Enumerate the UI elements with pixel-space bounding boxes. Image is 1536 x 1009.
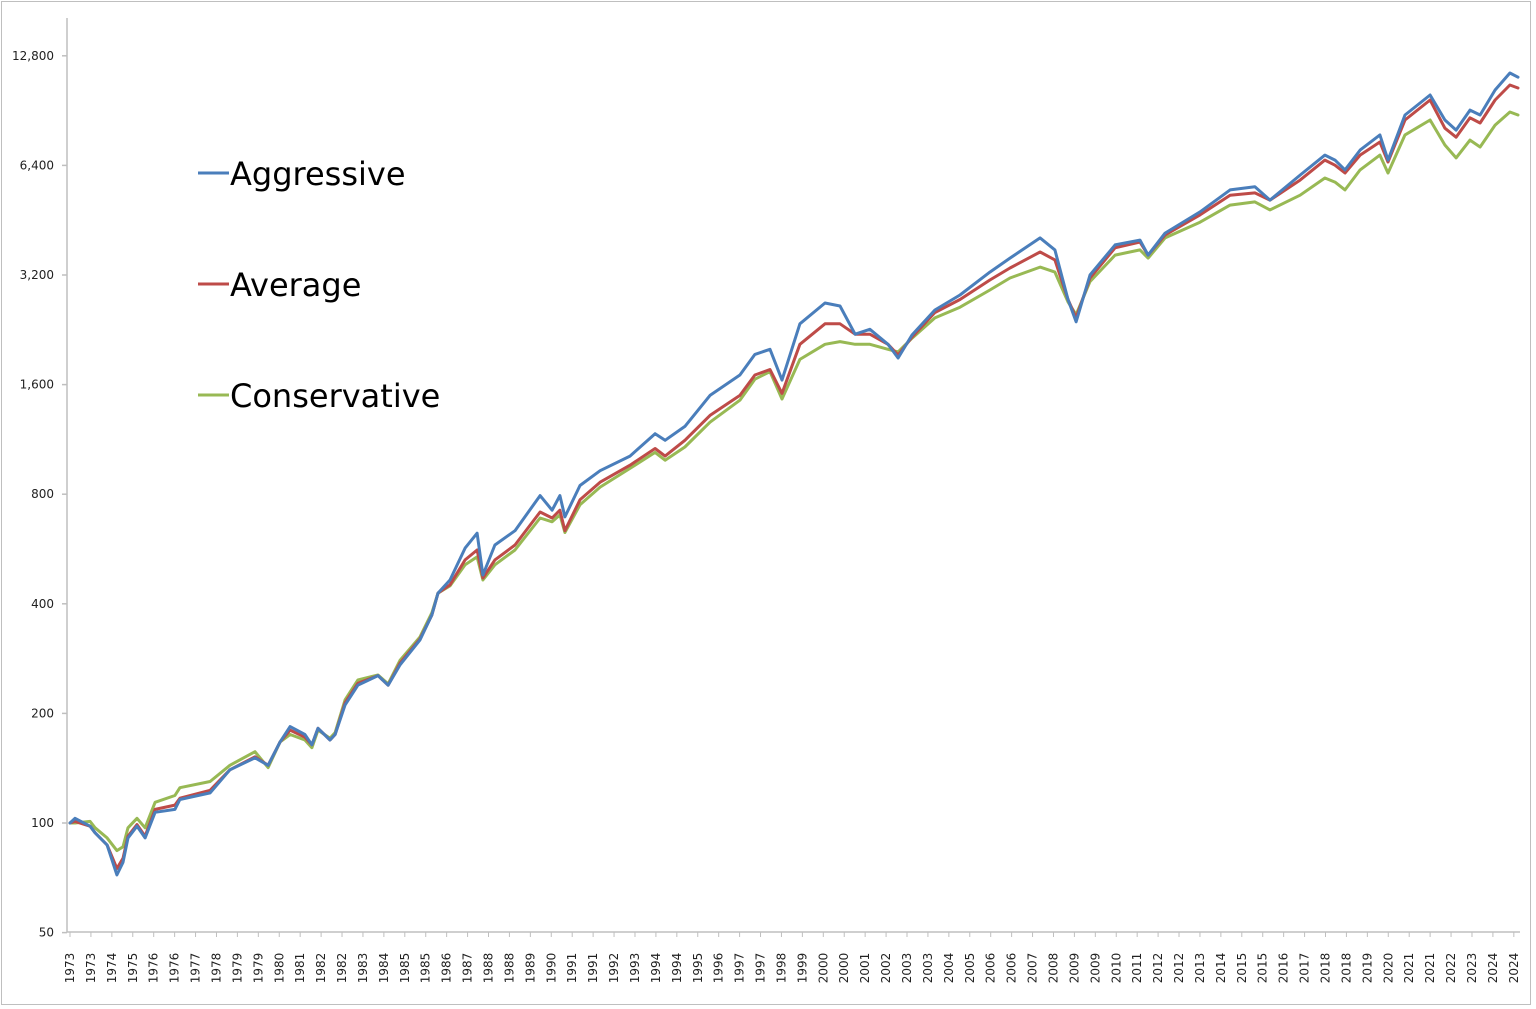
x-tick-label: 1993 — [628, 953, 642, 984]
y-axis-ticks: 50 100 200 400 800 1,600 3,200 6,400 12,800 — [12, 49, 67, 940]
series-line-average — [68, 83, 1520, 870]
series-lines — [68, 71, 1520, 877]
y-tick-label: 12,800 — [12, 49, 54, 63]
x-tick-label: 1994 — [649, 953, 663, 984]
x-tick-label: 2010 — [1109, 953, 1123, 984]
x-tick-label: 1991 — [565, 953, 579, 984]
legend: Aggressive Average Conservative — [198, 155, 440, 415]
x-tick-label: 1983 — [356, 953, 370, 984]
x-tick-label: 1981 — [293, 953, 307, 984]
x-tick-label: 2016 — [1277, 953, 1291, 984]
legend-label-conservative: Conservative — [230, 377, 440, 415]
x-tick-label: 2015 — [1256, 953, 1270, 984]
x-tick-label: 2009 — [1088, 953, 1102, 984]
x-tick-label: 2012 — [1172, 953, 1186, 984]
x-tick-label: 2007 — [1026, 953, 1040, 984]
x-tick-label: 2009 — [1067, 953, 1081, 984]
x-tick-label: 1976 — [147, 953, 161, 984]
x-tick-label: 1979 — [251, 953, 265, 984]
y-tick-label: 50 — [39, 926, 54, 940]
x-tick-label: 1973 — [63, 953, 77, 984]
x-tick-label: 2018 — [1339, 953, 1353, 984]
x-tick-label: 2004 — [942, 953, 956, 984]
x-tick-label: 2021 — [1402, 953, 1416, 984]
x-tick-label: 2008 — [1046, 953, 1060, 984]
x-tick-label: 1977 — [189, 953, 203, 984]
x-tick-label: 2013 — [1193, 953, 1207, 984]
x-tick-label: 2019 — [1360, 953, 1374, 984]
x-tick-label: 2003 — [900, 953, 914, 984]
x-tick-label: 1995 — [691, 953, 705, 984]
x-tick-label: 1997 — [733, 953, 747, 984]
y-tick-label: 200 — [31, 706, 54, 720]
x-tick-label: 2024 — [1507, 953, 1521, 984]
x-tick-label: 1985 — [419, 953, 433, 984]
x-tick-label: 1999 — [795, 953, 809, 984]
legend-label-aggressive: Aggressive — [230, 155, 406, 193]
x-tick-label: 1985 — [398, 953, 412, 984]
x-tick-label: 1987 — [461, 953, 475, 984]
x-tick-label: 1979 — [230, 953, 244, 984]
x-tick-label: 2021 — [1423, 953, 1437, 984]
x-tick-label: 1973 — [84, 953, 98, 984]
x-tick-label: 1982 — [314, 953, 328, 984]
x-tick-label: 2000 — [837, 953, 851, 984]
legend-label-average: Average — [230, 266, 361, 304]
x-tick-label: 1984 — [377, 953, 391, 984]
x-tick-label: 1996 — [712, 953, 726, 984]
x-tick-label: 1991 — [586, 953, 600, 984]
x-tick-label: 1994 — [670, 953, 684, 984]
series-line-conservative — [68, 110, 1520, 853]
x-tick-label: 2006 — [984, 953, 998, 984]
legend-item-average: Average — [198, 266, 361, 304]
y-tick-label: 800 — [31, 487, 54, 501]
x-tick-label: 1997 — [754, 953, 768, 984]
x-tick-label: 2001 — [858, 953, 872, 984]
x-tick-label: 2022 — [1444, 953, 1458, 984]
legend-item-aggressive: Aggressive — [198, 155, 406, 193]
x-tick-label: 1989 — [523, 953, 537, 984]
axes — [66, 18, 1520, 933]
x-tick-label: 1988 — [502, 953, 516, 984]
x-tick-label: 1998 — [774, 953, 788, 984]
x-tick-label: 2023 — [1465, 953, 1479, 984]
x-tick-label: 1976 — [168, 953, 182, 984]
x-tick-label: 2005 — [963, 953, 977, 984]
x-tick-label: 2024 — [1486, 953, 1500, 984]
series-line-aggressive — [68, 71, 1520, 877]
x-tick-label: 1982 — [335, 953, 349, 984]
x-tick-label: 2014 — [1214, 953, 1228, 984]
x-tick-label: 1978 — [209, 953, 223, 984]
x-axis-ticks: 1973 1973 1974 1975 1976 1976 1977 1978 1979 1979… — [63, 932, 1521, 983]
x-tick-label: 1975 — [126, 953, 140, 984]
x-tick-label: 2020 — [1381, 953, 1395, 984]
x-tick-label: 2003 — [921, 953, 935, 984]
legend-item-conservative: Conservative — [198, 377, 440, 415]
y-tick-label: 100 — [31, 816, 54, 830]
x-tick-label: 2006 — [1005, 953, 1019, 984]
x-tick-label: 2000 — [816, 953, 830, 984]
x-tick-label: 2002 — [879, 953, 893, 984]
x-tick-label: 1980 — [272, 953, 286, 984]
y-tick-label: 3,200 — [20, 268, 54, 282]
x-tick-label: 1974 — [105, 953, 119, 984]
y-tick-label: 400 — [31, 597, 54, 611]
y-tick-label: 1,600 — [20, 378, 54, 392]
x-tick-label: 1988 — [482, 953, 496, 984]
x-tick-label: 2017 — [1298, 953, 1312, 984]
x-tick-label: 1990 — [544, 953, 558, 984]
x-tick-label: 2011 — [1130, 953, 1144, 984]
x-tick-label: 1992 — [607, 953, 621, 984]
x-tick-label: 2015 — [1235, 953, 1249, 984]
x-tick-label: 1986 — [440, 953, 454, 984]
x-tick-label: 2018 — [1319, 953, 1333, 984]
x-tick-label: 2012 — [1151, 953, 1165, 984]
y-tick-label: 6,400 — [20, 158, 54, 172]
